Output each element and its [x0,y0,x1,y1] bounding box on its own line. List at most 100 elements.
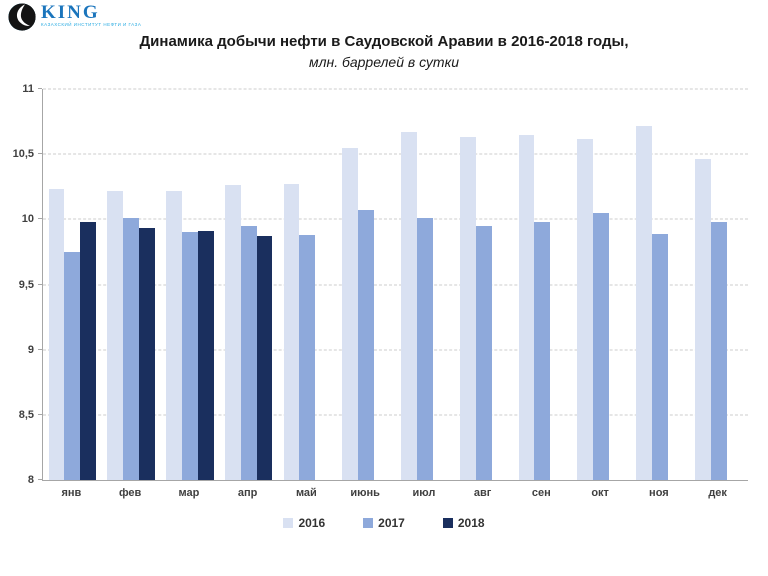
bar-slot [181,89,198,480]
bar-2017-янв [64,251,81,480]
bar-slot [636,89,652,480]
logo-acronym: KING [41,2,100,23]
gridline [43,88,748,90]
bar-2016-авг [459,137,476,480]
y-axis-tick [38,479,42,480]
legend-item-2016: 2016 [283,516,325,530]
y-axis-label: 11 [22,83,34,95]
legend-swatch-2018 [442,518,453,528]
bar-slot [577,89,594,480]
logo-subtitle: КАЗАХСКИЙ ИНСТИТУТ НЕФТИ И ГАЗА [41,22,142,27]
bar-slot [475,89,492,480]
bar-slot [139,89,155,480]
chart-subtitle: млн. баррелей в сутки [309,54,459,70]
bar-group-дек [689,89,748,480]
y-axis-tick [38,88,42,89]
x-axis-label-дек: дек [708,487,727,499]
bar-group-фев [102,89,161,480]
bars [43,89,748,480]
y-axis-label: 8 [27,474,34,486]
gridline [43,153,748,155]
bar-2017-авг [475,225,492,480]
bar-slot [651,89,668,480]
bar-slot [123,89,140,480]
gridline [43,218,748,220]
x-axis-label-сен: сен [531,487,551,499]
bar-2016-окт [577,138,594,480]
x-axis-label-июнь: июнь [350,487,380,499]
legend-label: 2018 [457,516,485,530]
bar-slot [710,89,727,480]
bar-slot [534,89,551,480]
x-axis-label-апр: апр [237,487,258,499]
y-axis-label: 9,5 [18,278,34,291]
bar-slot [668,89,684,480]
bar-2018-янв [80,221,97,480]
bar-slot [727,89,743,480]
bar-slot [64,89,81,480]
bar-2017-окт [593,212,610,480]
gridline [43,349,748,351]
bar-2017-июнь [358,210,375,480]
x-axis-label-окт: окт [591,487,609,499]
bar-group-июл [396,89,455,480]
bar-group-июнь [337,89,396,480]
bar-slot [433,89,449,480]
bar-2016-дек [694,159,711,480]
bar-slot [593,89,610,480]
bar-2016-янв [48,189,65,480]
x-axis-label-май: май [295,487,317,499]
x-axis-label-ноя: ноя [649,487,669,499]
bar-slot [299,89,316,480]
bar-slot [694,89,711,480]
bar-slot [401,89,417,480]
bar-slot [374,89,390,480]
y-axis-tick [38,413,42,415]
bar-2017-дек [710,221,727,480]
bar-group-ноя [631,89,690,480]
bar-2018-мар [197,231,214,480]
chart-title: Динамика добычи нефти в Саудовской Арави… [139,33,629,50]
bar-2018-апр [256,236,273,480]
bar-2018-фев [139,228,155,480]
bar-slot [518,89,535,480]
bar-group-май [278,89,337,480]
legend-label: 2017 [378,516,405,530]
king-logo: KING КАЗАХСКИЙ ИНСТИТУТ НЕФТИ И ГАЗА [8,3,141,31]
bar-slot [240,89,257,480]
plot-area [38,88,748,481]
bar-slot [609,89,625,480]
bar-slot [48,89,65,480]
bar-group-янв [43,89,102,480]
x-axis-label-янв: янв [61,487,82,499]
bar-slot [550,89,566,480]
bar-2016-май [283,184,300,480]
bar-slot [342,89,359,480]
y-axis-tick [38,218,42,220]
bar-group-сен [513,89,572,480]
bar-slot [197,89,214,480]
bar-group-окт [572,89,631,480]
bar-2017-апр [240,225,257,480]
bar-2017-июл [416,218,433,480]
bar-slot [166,89,182,480]
bar-2017-ноя [651,233,668,480]
bar-slot [358,89,375,480]
bar-2016-мар [166,190,182,480]
y-axis-label: 9 [27,343,34,356]
bar-2016-июл [401,132,417,480]
x-axis-label-мар: мар [178,487,200,499]
bar-slot [416,89,433,480]
legend-swatch-2016 [283,518,294,528]
bar-slot [107,89,124,480]
bar-slot [256,89,273,480]
legend-swatch-2017 [363,518,374,528]
bar-slot [283,89,300,480]
legend-label: 2016 [298,516,326,530]
bar-slot [315,89,331,480]
y-axis-tick [38,283,42,285]
bar-2017-фев [123,218,140,480]
gridline [43,414,748,416]
bar-group-авг [454,89,513,480]
